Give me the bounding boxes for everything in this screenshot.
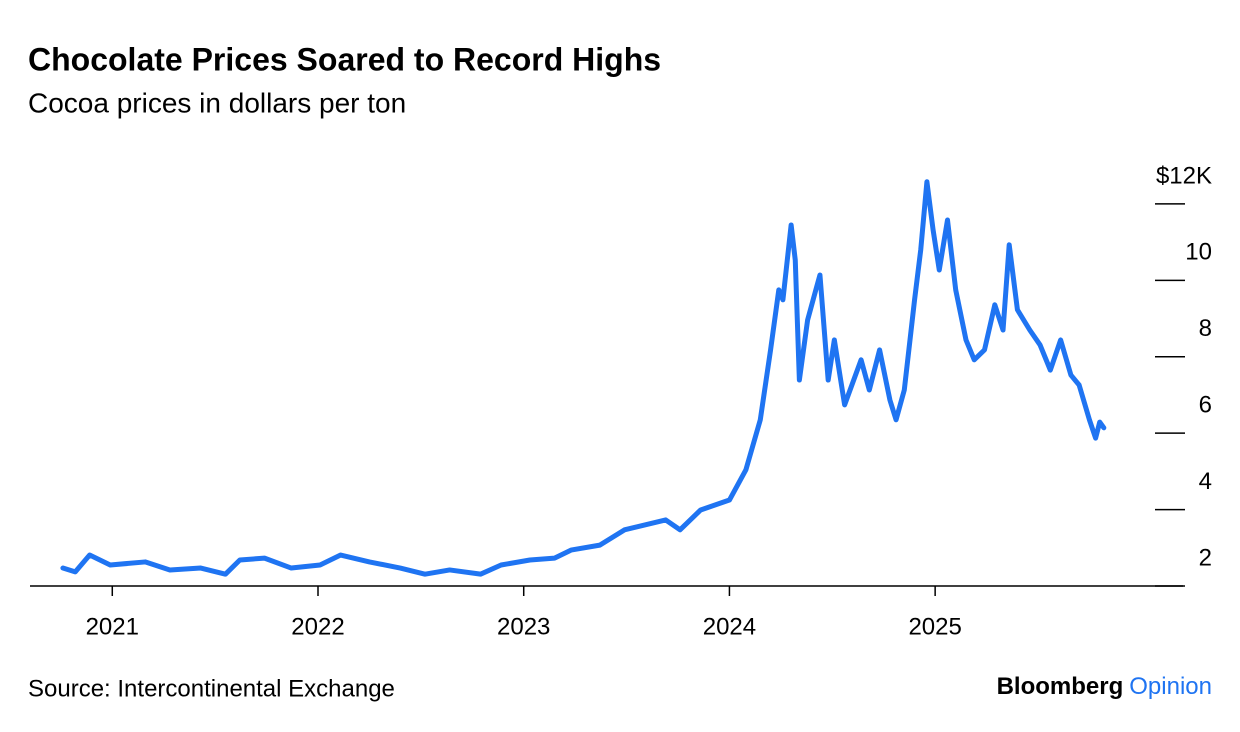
y-tick-label: 2	[1199, 544, 1212, 571]
y-tick-label: 8	[1199, 315, 1212, 342]
chart-title: Chocolate Prices Soared to Record Highs	[28, 41, 661, 77]
chart-subtitle: Cocoa prices in dollars per ton	[28, 87, 406, 118]
logo-section: Opinion	[1129, 673, 1212, 700]
y-tick-label: 4	[1199, 468, 1212, 495]
y-tick-label: 6	[1199, 392, 1212, 419]
price-line	[60, 179, 1107, 577]
logo-name: Bloomberg	[997, 673, 1124, 700]
x-tick-label: 2021	[86, 613, 139, 640]
logo: Bloomberg Opinion	[997, 673, 1212, 700]
x-tick-label: 2022	[291, 613, 344, 640]
x-tick-label: 2024	[703, 613, 756, 640]
x-tick-label: 2025	[908, 613, 961, 640]
y-tick-label: 10	[1185, 239, 1212, 266]
y-tick-label: $12K	[1156, 162, 1212, 189]
x-tick-label: 2023	[497, 613, 550, 640]
source-note: Source: Intercontinental Exchange	[28, 675, 395, 702]
